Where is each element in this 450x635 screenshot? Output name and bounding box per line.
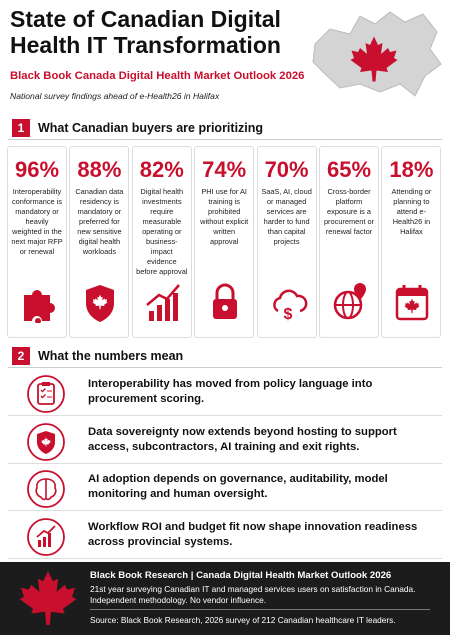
separator — [90, 609, 430, 610]
svg-text:$: $ — [283, 306, 292, 323]
insight-row: AI adoption depends on governance, audit… — [8, 465, 442, 511]
stat-card: 74% PHI use for AI training is prohibited… — [194, 146, 255, 338]
insight-text: Data sovereignty now extends beyond host… — [88, 425, 397, 453]
stat-card: 88% Canadian data residency is mandatory … — [69, 146, 130, 338]
insight-row: Interoperability has moved from policy l… — [8, 370, 442, 416]
insight-row: Workflow ROI and budget fit now shape in… — [8, 513, 442, 559]
footer-text: 21st year surveying Canadian IT and mana… — [90, 584, 416, 605]
card-icon — [86, 285, 115, 322]
stat-text: Canadian data residency is mandatory or … — [75, 187, 124, 256]
stat-card: 18% Attending or planning to attend e-Hea… — [381, 146, 442, 338]
stat-value: 70% — [264, 157, 309, 182]
stat-text: SaaS, AI, cloud or managed services are … — [261, 187, 312, 246]
card-icon — [333, 283, 366, 320]
section-heading: What the numbers mean — [38, 349, 184, 363]
stat-value: 82% — [139, 157, 184, 182]
footer: Black Book Research | Canada Digital Hea… — [0, 562, 450, 635]
section-number: 1 — [12, 119, 30, 137]
tagline: National survey findings ahead of e-Heal… — [10, 91, 220, 101]
footer-source: Source: Black Book Research, 2026 survey… — [90, 615, 396, 625]
stat-text: PHI use for AI training is prohibited wi… — [200, 187, 249, 246]
card-icon — [24, 290, 55, 323]
section-header: 1 What Canadian buyers are prioritizing — [8, 118, 442, 140]
insight-text: AI adoption depends on governance, audit… — [88, 473, 388, 500]
footer-heading: Black Book Research | Canada Digital Hea… — [90, 570, 392, 581]
card-icon: $ — [272, 289, 307, 323]
stat-card: 65% Cross-border platform exposure is a p… — [319, 146, 379, 338]
stat-text: Digital health investments require measu… — [136, 187, 188, 276]
subtitle: Black Book Canada Digital Health Market … — [10, 70, 305, 82]
stat-value: 18% — [389, 157, 434, 182]
row-icon — [27, 470, 65, 508]
stat-value: 74% — [202, 157, 247, 182]
row-icon — [27, 375, 65, 413]
stat-value: 96% — [14, 157, 60, 182]
row-icon — [27, 517, 65, 556]
stat-text: Interoperability conformance is mandator… — [11, 187, 63, 256]
stat-value: 65% — [326, 157, 372, 182]
stat-text: Cross-border platform exposure is a proc… — [323, 187, 375, 236]
section-number: 2 — [12, 347, 30, 365]
stat-text: Attending or planning to attend e-Health… — [391, 187, 432, 236]
insight-text: Interoperability has moved from policy l… — [88, 378, 373, 405]
footer-leaf — [19, 571, 77, 625]
insight-text: Workflow ROI and budget fit now shape in… — [88, 520, 418, 548]
card-icon — [145, 284, 180, 321]
section-heading: What Canadian buyers are prioritizing — [38, 121, 264, 135]
stat-card: 70% SaaS, AI, cloud or managed services a… — [256, 146, 317, 338]
canada-map — [312, 11, 442, 97]
stat-value: 88% — [77, 157, 122, 182]
insight-row: Data sovereignty now extends beyond host… — [8, 418, 442, 464]
card-icon — [213, 283, 238, 319]
stat-card: 96% Interoperability conformance is manda… — [7, 146, 67, 338]
title: State of Canadian Digital Health IT Tran… — [10, 6, 281, 58]
card-icon — [396, 285, 429, 321]
row-icon — [27, 422, 65, 461]
section-header: 2 What the numbers mean — [8, 346, 442, 368]
stat-card: 82% Digital health investments require me… — [131, 146, 192, 338]
